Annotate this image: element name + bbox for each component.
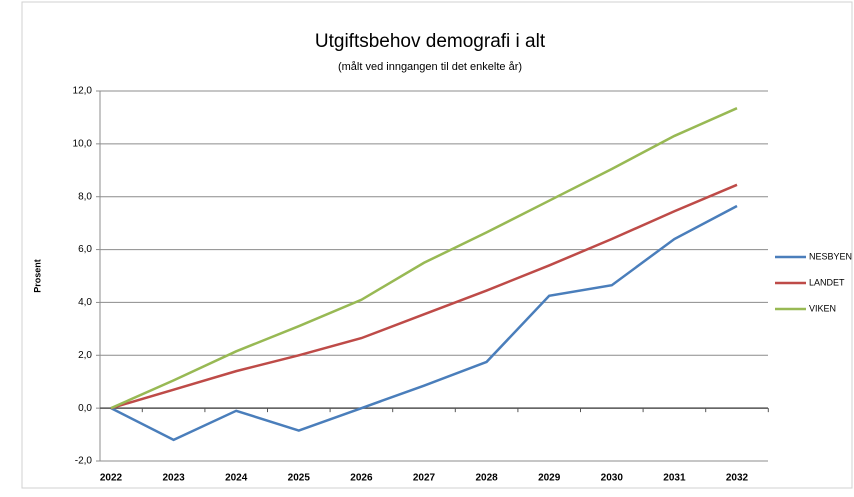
x-tick-label: 2028 bbox=[475, 473, 498, 484]
x-tick-label: 2022 bbox=[100, 473, 123, 484]
x-tick-label: 2030 bbox=[601, 473, 624, 484]
x-tick-label: 2026 bbox=[350, 473, 373, 484]
series-line bbox=[110, 204, 738, 442]
y-tick-label: 4,0 bbox=[78, 297, 92, 308]
legend-label: VIKEN bbox=[809, 303, 836, 313]
y-tick-label: 12,0 bbox=[73, 86, 93, 97]
chart-frame bbox=[21, 1, 853, 489]
x-tick-label: 2031 bbox=[663, 473, 686, 484]
x-tick-label: 2032 bbox=[726, 473, 749, 484]
y-axis-label: Prosent bbox=[32, 259, 42, 293]
x-tick-label: 2023 bbox=[162, 473, 185, 484]
chart-subtitle: (målt ved inngangen til det enkelte år) bbox=[338, 61, 522, 73]
y-tick-label: 2,0 bbox=[78, 350, 92, 361]
x-tick-label: 2029 bbox=[538, 473, 561, 484]
legend-label: LANDET bbox=[809, 277, 845, 287]
x-tick-label: 2027 bbox=[413, 473, 436, 484]
y-tick-label: 6,0 bbox=[78, 244, 92, 255]
y-tick-label: -2,0 bbox=[75, 456, 93, 467]
series-line bbox=[110, 183, 738, 410]
x-tick-label: 2025 bbox=[288, 473, 311, 484]
y-tick-label: 8,0 bbox=[78, 191, 92, 202]
x-tick-label: 2024 bbox=[225, 473, 248, 484]
y-tick-label: 10,0 bbox=[73, 138, 93, 149]
series-line bbox=[110, 107, 738, 410]
legend-label: NESBYEN bbox=[809, 251, 852, 261]
y-tick-label: 0,0 bbox=[78, 403, 92, 414]
chart-title: Utgiftsbehov demografi i alt bbox=[315, 31, 546, 52]
